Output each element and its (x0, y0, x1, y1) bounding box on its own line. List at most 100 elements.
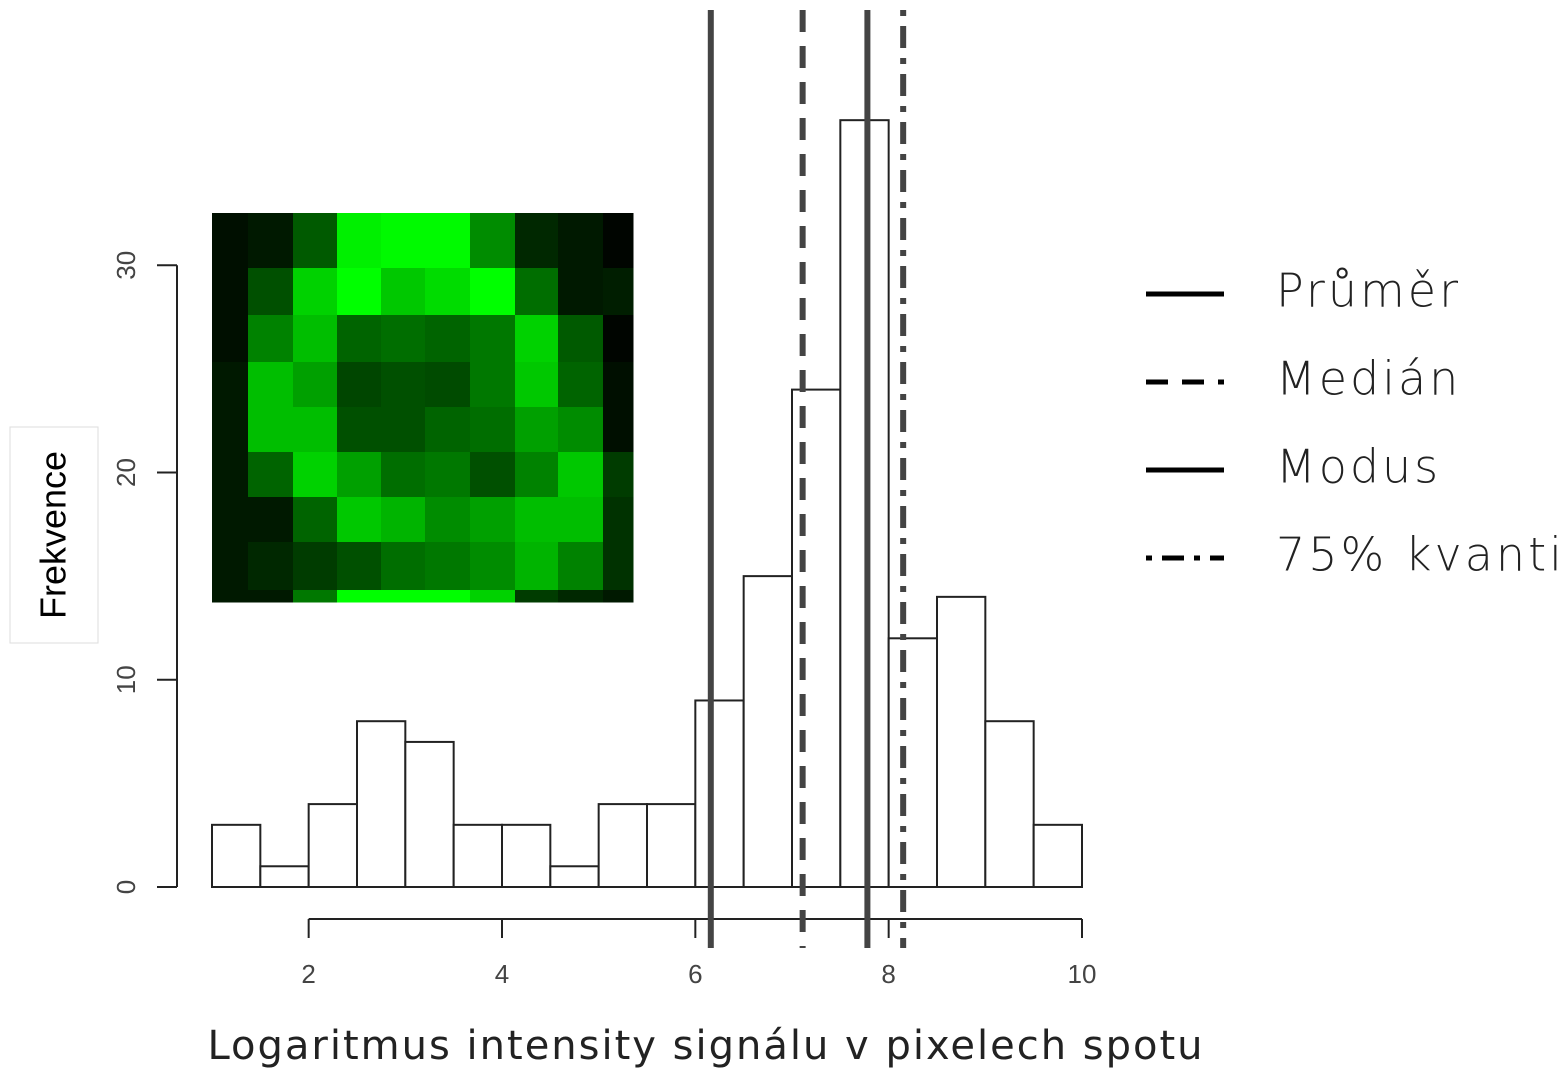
bar (1032, 823, 1083, 889)
pixel (212, 213, 249, 269)
pixel (381, 268, 426, 316)
pixel (558, 452, 604, 498)
pixel (515, 268, 559, 316)
bar (501, 823, 552, 889)
pixel (558, 315, 604, 363)
legend-label: Průměr (1276, 264, 1461, 318)
pixel (425, 542, 471, 591)
pixel (515, 542, 559, 591)
bar (984, 720, 1035, 889)
pixel (381, 497, 426, 543)
y-axis-label: Frekvence (33, 451, 74, 619)
pixel (293, 315, 338, 363)
pixel (337, 407, 382, 453)
pixel (558, 542, 604, 591)
pixel (603, 213, 634, 269)
pixel (293, 268, 338, 316)
pixel (337, 213, 382, 269)
pixel (425, 590, 471, 603)
pixel (337, 315, 382, 363)
pixel (515, 362, 559, 408)
bar (646, 803, 697, 888)
pixel (212, 407, 249, 453)
pixel (425, 362, 471, 408)
x-tick-label: 8 (881, 959, 895, 989)
bar (404, 740, 455, 888)
pixel (212, 268, 249, 316)
bar (211, 823, 262, 889)
pixel (558, 213, 604, 269)
pixel (248, 542, 294, 591)
pixel (558, 407, 604, 453)
pixel (470, 452, 516, 498)
pixel (470, 497, 516, 543)
pixel (381, 590, 426, 603)
pixel (248, 590, 294, 603)
pixel (212, 452, 249, 498)
y-tick-label: 20 (111, 458, 141, 487)
bar (356, 720, 407, 889)
y-tick-label: 0 (111, 880, 141, 894)
pixel (293, 452, 338, 498)
pixel (381, 362, 426, 408)
pixel (515, 315, 559, 363)
bar (791, 388, 842, 888)
pixel (603, 362, 634, 408)
pixel (293, 590, 338, 603)
spot-image (212, 213, 634, 603)
pixel (558, 590, 604, 603)
pixel (293, 213, 338, 269)
pixel (470, 407, 516, 453)
pixel (293, 497, 338, 543)
pixel (381, 315, 426, 363)
y-tick-label: 10 (111, 665, 141, 694)
pixel (470, 213, 516, 269)
pixel (248, 452, 294, 498)
pixel (425, 452, 471, 498)
pixel (337, 590, 382, 603)
pixel (293, 542, 338, 591)
pixel (425, 497, 471, 543)
ylabel-box (9, 426, 99, 644)
pixel (515, 213, 559, 269)
pixel (425, 315, 471, 363)
pixel (248, 497, 294, 543)
pixel (337, 362, 382, 408)
pixel (515, 497, 559, 543)
pixel (212, 497, 249, 543)
x-axis-label: Logaritmus intensity signálu v pixelech … (207, 1023, 1204, 1069)
pixel (515, 407, 559, 453)
legend-label: 75% kvantil (1276, 528, 1560, 582)
pixel (558, 362, 604, 408)
pixel (425, 213, 471, 269)
pixel (248, 407, 294, 453)
pixel (248, 213, 294, 269)
pixel (381, 407, 426, 453)
bar (936, 595, 987, 888)
pixel (603, 268, 634, 316)
pixel (603, 452, 634, 498)
pixel (381, 542, 426, 591)
x-tick-label: 6 (688, 959, 702, 989)
pixel (515, 590, 559, 603)
pixel (470, 590, 516, 603)
pixel (248, 362, 294, 408)
x-tick-label: 4 (495, 959, 509, 989)
pixel (212, 315, 249, 363)
bar (549, 865, 600, 889)
bar (742, 575, 794, 888)
pixel (381, 213, 426, 269)
pixel (470, 268, 516, 316)
pixel (425, 268, 471, 316)
y-tick-label: 30 (111, 251, 141, 280)
pixel (603, 407, 634, 453)
pixel (337, 268, 382, 316)
pixel (470, 315, 516, 363)
pixel (603, 497, 634, 543)
pixel (248, 315, 294, 363)
bar (307, 803, 358, 888)
x-tick-label: 2 (301, 959, 315, 989)
pixel (337, 542, 382, 591)
pixel (603, 315, 634, 363)
pixel (248, 268, 294, 316)
